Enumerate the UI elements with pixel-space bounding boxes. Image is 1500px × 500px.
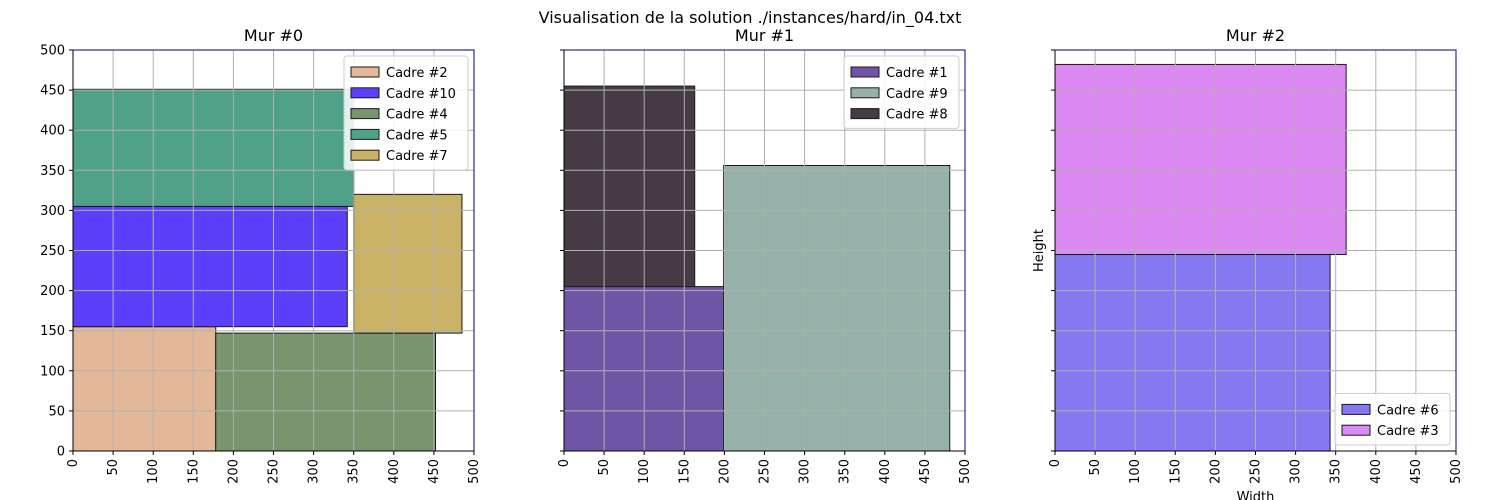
legend-swatch <box>850 66 880 78</box>
legend-swatch <box>350 87 380 99</box>
panel-title: Mur #0 <box>244 26 303 45</box>
panel-title: Mur #2 <box>1226 26 1285 45</box>
x-tick-label: 150 <box>1168 459 1183 484</box>
x-tick-label: 500 <box>958 459 973 484</box>
x-tick-label: 200 <box>717 459 732 484</box>
x-axis-label: Width <box>1237 490 1275 500</box>
figure-title: Visualisation de la solution ./instances… <box>539 8 962 28</box>
x-tick-label: 100 <box>637 459 652 484</box>
legend-entry: Cadre #3 <box>1377 424 1439 439</box>
x-tick-label: 0 <box>557 459 572 467</box>
rect-cadre-4 <box>215 332 437 452</box>
legend-entry: Cadre #5 <box>386 128 448 143</box>
y-tick-label: 450 <box>40 84 65 99</box>
legend-entry: Cadre #9 <box>886 87 948 102</box>
x-tick-label: 200 <box>226 459 241 484</box>
legend-entry: Cadre #4 <box>386 108 448 123</box>
rect-cadre-3 <box>1054 63 1347 256</box>
x-tick-label: 450 <box>427 459 442 484</box>
x-tick-label: 400 <box>387 459 402 484</box>
legend: Cadre #2 Cadre #10 Cadre #4 Cadre #5 Cadre #… <box>343 55 469 171</box>
y-tick-label: 50 <box>48 404 65 419</box>
y-tick-label: 200 <box>40 284 65 299</box>
panel-0: Mur #0 0 50 100 150 200 250 300 350 400 450 500 0 50 1… <box>40 26 482 484</box>
y-tick-label: 400 <box>40 124 65 139</box>
x-tick-label: 400 <box>1369 459 1384 484</box>
legend-entry: Cadre #8 <box>886 108 948 123</box>
rect-cadre-8 <box>563 85 696 288</box>
legend-swatch <box>350 108 380 120</box>
y-tick-label: 150 <box>40 324 65 339</box>
legend-swatch <box>350 128 380 140</box>
legend-entry: Cadre #10 <box>386 87 456 102</box>
legend-swatch <box>1341 424 1371 436</box>
rect-cadre-7 <box>353 193 463 334</box>
rect-cadre-6 <box>1054 254 1331 452</box>
legend-entry: Cadre #1 <box>886 66 948 81</box>
legend-entry: Cadre #6 <box>1377 403 1439 418</box>
rect-cadre-9 <box>723 164 951 452</box>
y-tick-label: 500 <box>40 44 65 59</box>
x-tick-label: 450 <box>1409 459 1424 484</box>
legend: Cadre #6 Cadre #3 <box>1334 392 1451 446</box>
panel-1: Mur #1 0 50 100 150 200 250 300 350 400 450 500 Cadr… <box>557 26 973 484</box>
x-tick-label: 50 <box>106 459 121 476</box>
x-tick-label: 100 <box>1128 459 1143 484</box>
x-tick-label: 50 <box>597 459 612 476</box>
x-tick-label: 450 <box>918 459 933 484</box>
x-tick-label: 200 <box>1208 459 1223 484</box>
y-tick-label: 300 <box>40 204 65 219</box>
legend: Cadre #1 Cadre #9 Cadre #8 <box>843 55 960 129</box>
x-tick-label: 0 <box>1048 459 1063 467</box>
y-axis-label: Height <box>1032 229 1047 272</box>
legend-swatch <box>350 66 380 78</box>
panel-title: Mur #1 <box>735 26 794 45</box>
x-tick-label: 300 <box>798 459 813 484</box>
panels: Mur #00 50 100 150 200 250 300 350 400 450 5000501… <box>40 26 1464 500</box>
y-tick-label: 0 <box>57 445 65 460</box>
x-tick-label: 350 <box>1329 459 1344 484</box>
x-tick-label: 50 <box>1088 459 1103 476</box>
x-tick-label: 100 <box>146 459 161 484</box>
y-tick-label: 100 <box>40 364 65 379</box>
legend-entry: Cadre #2 <box>386 66 448 81</box>
x-tick-label: 250 <box>267 459 282 484</box>
legend-entry: Cadre #7 <box>386 149 448 164</box>
x-tick-label: 150 <box>677 459 692 484</box>
legend-box <box>343 55 469 171</box>
x-tick-label: 500 <box>467 459 482 484</box>
rect-cadre-5 <box>72 88 355 207</box>
x-tick-label: 300 <box>1289 459 1304 484</box>
legend-swatch <box>1341 403 1371 415</box>
rect-cadre-10 <box>72 205 348 328</box>
x-tick-label: 150 <box>186 459 201 484</box>
legend-swatch <box>350 149 380 161</box>
legend-swatch <box>850 108 880 120</box>
x-tick-label: 350 <box>347 459 362 484</box>
x-tick-label: 250 <box>758 459 773 484</box>
rect-cadre-2 <box>72 326 217 452</box>
x-tick-label: 0 <box>66 459 81 467</box>
x-tick-label: 250 <box>1249 459 1264 484</box>
x-tick-label: 400 <box>878 459 893 484</box>
legend-swatch <box>850 87 880 99</box>
panel-2: Mur #2 0 50 100 150 200 250 300 350 400 450 500 Widt… <box>1032 26 1464 500</box>
x-tick-label: 500 <box>1449 459 1464 484</box>
x-tick-label: 300 <box>307 459 322 484</box>
x-tick-label: 350 <box>838 459 853 484</box>
y-tick-label: 350 <box>40 164 65 179</box>
y-tick-label: 250 <box>40 244 65 259</box>
